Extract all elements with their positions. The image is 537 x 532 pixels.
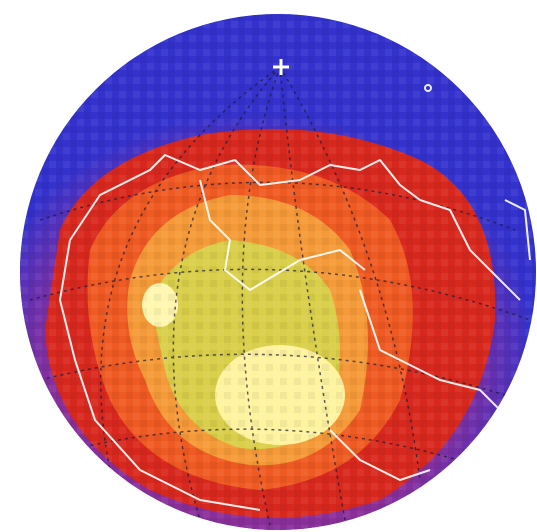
meridian: [172, 66, 281, 521]
coastline: [59, 239, 261, 511]
meridian: [279, 66, 346, 521]
coastline: [69, 154, 521, 301]
parallel: [29, 268, 531, 321]
meridian: [100, 66, 281, 471]
island: [424, 84, 432, 92]
meridian: [279, 66, 421, 481]
coastline: [329, 429, 431, 481]
pole-marker: [273, 59, 289, 75]
graticule: [29, 66, 531, 526]
parallel: [69, 428, 491, 471]
coastline: [504, 199, 531, 261]
meridian: [241, 66, 281, 526]
coastlines: [59, 84, 531, 511]
coastline: [199, 179, 366, 291]
